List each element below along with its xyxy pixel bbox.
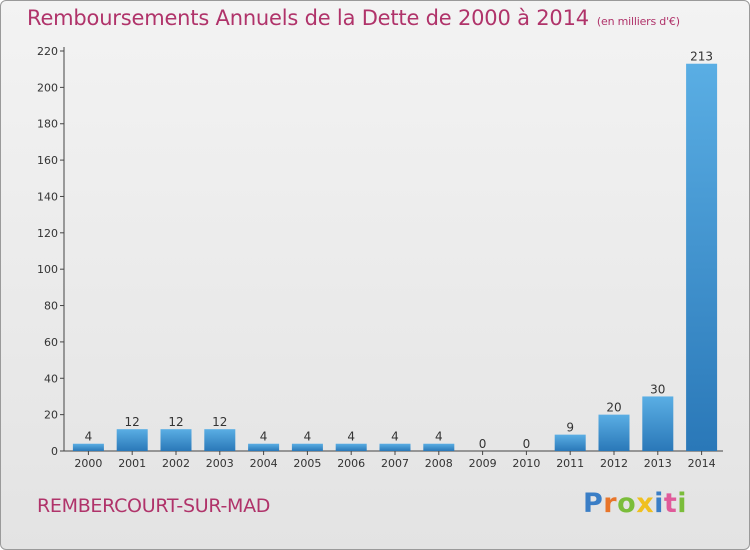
- x-tick-label: 2012: [600, 457, 628, 470]
- x-tick-label: 2002: [162, 457, 190, 470]
- bar-2012: [598, 414, 630, 451]
- chart-unit: (en milliers d'€): [596, 15, 680, 28]
- y-tick-label: 160: [37, 154, 58, 167]
- x-tick-label: 2008: [425, 457, 453, 470]
- bar-2005: [291, 443, 323, 451]
- y-tick-label: 0: [51, 445, 58, 458]
- bar-2007: [379, 443, 411, 451]
- proxiti-logo: Proxiti: [583, 488, 687, 519]
- bar-value-label: 12: [212, 415, 227, 429]
- x-tick-label: 2005: [293, 457, 321, 470]
- x-tick-label: 2006: [337, 457, 365, 470]
- bar-2003: [204, 429, 236, 451]
- y-tick-label: 60: [44, 336, 58, 349]
- logo-letter: r: [603, 488, 618, 519]
- x-tick-label: 2014: [688, 457, 716, 470]
- logo-letter: o: [617, 488, 637, 519]
- bar-2000: [72, 443, 104, 451]
- bar-value-label: 9: [566, 421, 574, 435]
- commune-name: REMBERCOURT-SUR-MAD: [37, 495, 271, 517]
- bar-value-label: 4: [304, 430, 312, 444]
- x-tick-label: 2003: [206, 457, 234, 470]
- x-tick-label: 2013: [644, 457, 672, 470]
- x-tick-label: 2007: [381, 457, 409, 470]
- x-tick-label: 2000: [74, 457, 102, 470]
- bar-value-label: 0: [479, 437, 487, 451]
- x-tick-label: 2011: [556, 457, 584, 470]
- y-tick-label: 140: [37, 190, 58, 203]
- bar-value-label: 0: [523, 437, 531, 451]
- bar-2013: [642, 396, 674, 451]
- logo-letter: x: [636, 488, 655, 519]
- bar-value-label: 20: [606, 401, 621, 415]
- bar-value-label: 30: [650, 382, 665, 396]
- x-tick-label: 2001: [118, 457, 146, 470]
- x-tick-label: 2009: [469, 457, 497, 470]
- logo-letter: i: [654, 488, 664, 519]
- bar-value-label: 4: [435, 430, 443, 444]
- y-tick-label: 220: [37, 45, 58, 58]
- logo-letter: i: [677, 488, 688, 519]
- chart-title: Remboursements Annuels de la Dette de 20…: [27, 6, 680, 30]
- bar-value-label: 4: [85, 430, 93, 444]
- bar-2004: [248, 443, 280, 451]
- bar-2002: [160, 429, 192, 451]
- logo-letter: P: [583, 488, 604, 519]
- bar-value-label: 213: [690, 50, 713, 64]
- y-tick-label: 80: [44, 300, 58, 313]
- bar-2001: [116, 429, 148, 451]
- chart-title-text: Remboursements Annuels de la Dette de 20…: [27, 6, 589, 30]
- y-tick-label: 180: [37, 118, 58, 131]
- bar-value-label: 4: [391, 430, 399, 444]
- bar-value-label: 12: [125, 415, 140, 429]
- x-tick-label: 2010: [512, 457, 540, 470]
- bar-2014: [686, 63, 718, 452]
- y-tick-label: 20: [44, 409, 58, 422]
- bar-value-label: 4: [347, 430, 355, 444]
- bar-2011: [554, 434, 586, 451]
- y-tick-label: 200: [37, 81, 58, 94]
- bar-2008: [423, 443, 455, 451]
- x-tick-label: 2004: [250, 457, 278, 470]
- bars: 4 12 12 12 4 4 4 4 4 0 0 9 20 30 213: [72, 50, 718, 452]
- y-tick-label: 100: [37, 263, 58, 276]
- y-tick-label: 40: [44, 372, 58, 385]
- logo-letter: t: [663, 488, 678, 519]
- bar-value-label: 12: [168, 415, 183, 429]
- bar-2006: [335, 443, 367, 451]
- bar-value-label: 4: [260, 430, 268, 444]
- y-tick-label: 120: [37, 227, 58, 240]
